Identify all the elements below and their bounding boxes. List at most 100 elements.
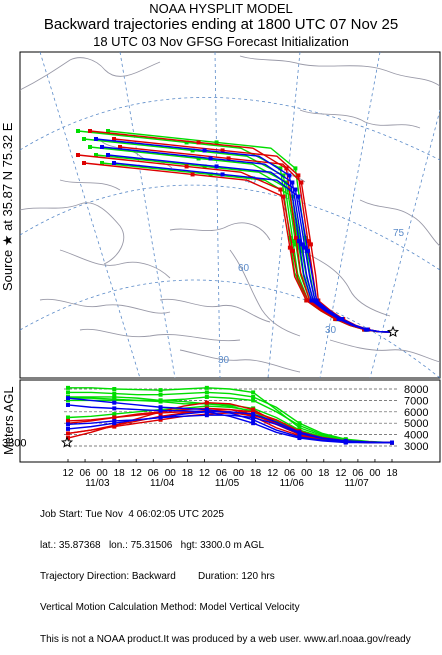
trajectory-point [290,248,295,253]
grid-label: 30 [218,355,230,366]
xtick-label: 12 [62,468,74,479]
series-path [68,387,393,444]
series-point [66,431,70,436]
series-point [251,409,256,414]
series-point [251,415,256,420]
date-label: 11/03 [85,478,110,489]
trajectory-point [287,245,292,250]
height-xtick-labels: 12 06 00 18 12 06 00 18 12 06 00 18 12 06 00 18 12 06 00 18 [62,459,398,479]
series-point [343,439,348,444]
trajectory-point [184,140,189,145]
series-point [112,400,117,405]
series-point [112,406,117,411]
map-trajectories [76,129,395,334]
footer-line: This is not a NOAA product.It was produc… [40,633,411,645]
ytick-label: 7000 [404,395,428,407]
series-point [66,390,70,395]
trajectory-point [208,156,213,161]
xtick-label: 18 [250,468,262,479]
xtick-label: 00 [369,468,381,479]
ytick-label: 4000 [404,430,428,442]
trajectory-point [296,239,301,244]
series-point [66,436,70,441]
trajectory-point [290,239,295,244]
series-point [390,440,394,445]
series-point [204,413,209,418]
trajectory-point [299,242,304,247]
source-marker [60,325,400,448]
trajectory-point [94,153,98,157]
trajectory-point [296,245,301,250]
series-point [251,390,256,395]
trajectory-point [208,172,213,177]
trajectory-point [118,145,122,149]
height-series-line [66,413,394,445]
xtick-label: 12 [131,468,143,479]
trajectory-point [202,164,207,169]
series-point [112,391,117,396]
series-point [66,396,70,401]
series-point [66,385,70,390]
trajectory-point [278,166,283,171]
trajectory-point [82,137,86,141]
trajectory-point [76,129,80,133]
series-path [67,414,392,444]
series-point [66,418,70,423]
chart-subtitle: 18 UTC 03 Nov GFSG Forecast Initializati… [93,34,349,49]
series-point [251,407,256,412]
xtick-label: 18 [318,468,330,479]
series-point [66,402,70,407]
trajectory-point [287,173,292,178]
trajectory-point [184,164,189,169]
trajectory-point [281,173,286,178]
trajectory-point [76,153,80,157]
series-point [112,412,117,417]
trajectory-point [299,248,304,253]
series-point [158,405,163,410]
trajectory-point [296,194,301,199]
series-point [158,388,163,393]
trajectory-point [214,140,219,145]
series-point [66,426,70,431]
ytick-label: 8000 [404,384,428,396]
trajectory-point [365,327,370,332]
xtick-label: 18 [182,468,194,479]
trajectory-point [340,317,345,322]
trajectory-point [284,166,289,171]
trajectory-point [290,180,295,185]
xtick-label: 00 [233,468,245,479]
series-point [204,385,209,390]
trajectory-point [100,161,104,165]
series-point [158,398,163,403]
trajectory-point [314,298,319,303]
height-date-labels: 11/07 11/06 11/05 11/04 11/03 [85,478,369,489]
trajectory-point [82,161,86,165]
series-point [297,421,302,426]
grid-label: 75 [393,228,405,239]
series-path [68,396,393,444]
model-name: NOAA HYSPLIT MODEL [149,1,293,16]
grid-label: 30 [325,325,337,336]
trajectory-figure: 45 60 75 30 30 Source ★ at 35.87 N 75.32… [0,51,441,489]
trajectory-point [190,148,195,153]
xtick-label: 00 [97,468,109,479]
trajectory-point [106,129,110,133]
footer-line: Trajectory Direction: Backward Duration:… [40,571,275,583]
grid-label: 60 [238,263,250,274]
trajectory-point [302,245,307,250]
series-point [204,394,209,399]
height-series [66,385,394,445]
trajectory-point [308,242,313,247]
series-point [297,423,302,428]
ytick-label: 6000 [404,407,428,419]
xtick-label: 12 [199,468,211,479]
xtick-label: 12 [267,468,279,479]
series-point [112,394,117,399]
trajectory-point [196,156,201,161]
source-star [386,325,400,338]
map-panel: 45 60 75 30 30 Source ★ at 35.87 N 75.32… [0,51,441,379]
trajectory-point [190,172,195,177]
date-label: 11/05 [215,478,240,489]
trajectory-point [299,180,304,185]
